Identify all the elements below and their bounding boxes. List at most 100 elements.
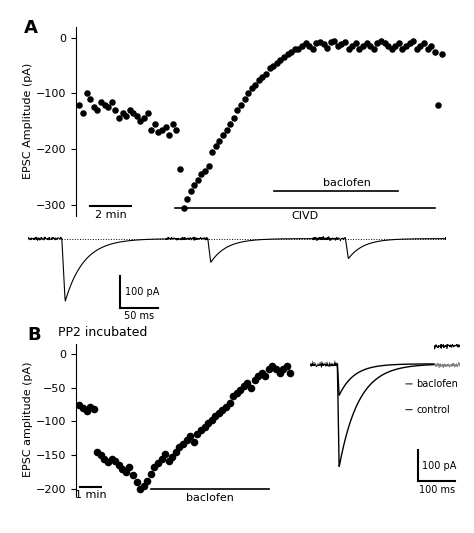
Point (180, 203, 187, 212)
Point (341, 38, 349, 46)
Point (76, 100, 83, 109)
Point (90, 103, 98, 111)
Point (122, 468, 130, 477)
Point (115, 114, 123, 123)
Point (198, 170, 205, 179)
Point (280, 53, 288, 61)
Point (133, 111, 141, 120)
Point (212, 142, 219, 150)
Point (265, 365, 273, 374)
Point (234, 106, 241, 115)
Point (377, 36, 385, 45)
Point (108, 98, 116, 106)
Point (309, 45, 317, 53)
Point (237, 385, 244, 394)
Point (420, 39, 428, 47)
Y-axis label: EPSC Amplitude (pA): EPSC Amplitude (pA) (23, 63, 33, 180)
Point (363, 39, 370, 47)
Point (291, 45, 299, 53)
Point (118, 464, 126, 473)
Point (302, 39, 310, 47)
Point (276, 368, 283, 377)
Point (320, 40, 328, 49)
Point (295, 45, 302, 53)
Point (279, 365, 287, 374)
Point (186, 432, 194, 441)
Point (428, 42, 435, 51)
Point (79, 403, 87, 412)
Point (165, 131, 173, 140)
Text: 100 ms: 100 ms (419, 486, 455, 495)
Point (86, 402, 94, 411)
Point (348, 42, 356, 51)
Point (194, 175, 201, 184)
Text: control: control (417, 405, 450, 415)
Point (151, 120, 159, 128)
Point (438, 50, 446, 59)
Point (298, 42, 306, 51)
Point (176, 443, 183, 451)
Point (155, 128, 162, 136)
Point (229, 392, 237, 401)
Point (244, 89, 252, 98)
Point (122, 111, 130, 120)
Point (165, 456, 173, 465)
Point (402, 42, 410, 51)
Point (366, 42, 374, 51)
Point (176, 164, 184, 173)
Point (187, 187, 194, 195)
Point (100, 454, 108, 463)
Point (133, 478, 140, 487)
Point (237, 100, 245, 109)
Point (384, 42, 392, 51)
Point (287, 47, 295, 56)
Point (323, 44, 331, 52)
Point (179, 439, 187, 448)
Point (259, 72, 266, 81)
Point (169, 453, 176, 461)
Point (410, 36, 417, 45)
Point (129, 109, 137, 117)
Point (233, 389, 240, 397)
Point (413, 45, 420, 53)
Point (262, 372, 269, 381)
Point (97, 98, 105, 106)
Point (162, 123, 169, 131)
Point (104, 458, 112, 466)
Text: baclofen: baclofen (186, 493, 234, 503)
Point (262, 70, 270, 78)
Point (251, 375, 258, 384)
Text: CIVD: CIVD (291, 212, 318, 221)
Point (183, 436, 191, 445)
Point (272, 365, 280, 374)
Point (173, 125, 180, 134)
Point (255, 372, 262, 381)
Point (86, 95, 94, 103)
Point (151, 463, 158, 472)
Point (345, 45, 353, 53)
Point (392, 42, 399, 51)
Point (223, 125, 230, 134)
Point (337, 40, 345, 49)
Point (140, 114, 148, 123)
Point (83, 89, 91, 98)
Point (201, 167, 209, 175)
Point (255, 75, 263, 84)
Point (356, 45, 363, 53)
Point (79, 109, 87, 117)
Point (216, 136, 223, 145)
Text: B: B (28, 326, 42, 344)
Point (266, 64, 273, 72)
Point (258, 368, 265, 377)
Point (162, 449, 169, 458)
Point (240, 382, 247, 391)
Point (406, 39, 413, 47)
Text: PP2 incubated: PP2 incubated (58, 326, 148, 338)
Point (370, 45, 378, 53)
Text: baclofen: baclofen (323, 178, 371, 188)
Point (93, 448, 101, 456)
Point (388, 45, 395, 53)
Point (101, 100, 109, 109)
Point (286, 368, 294, 377)
Point (209, 148, 216, 156)
